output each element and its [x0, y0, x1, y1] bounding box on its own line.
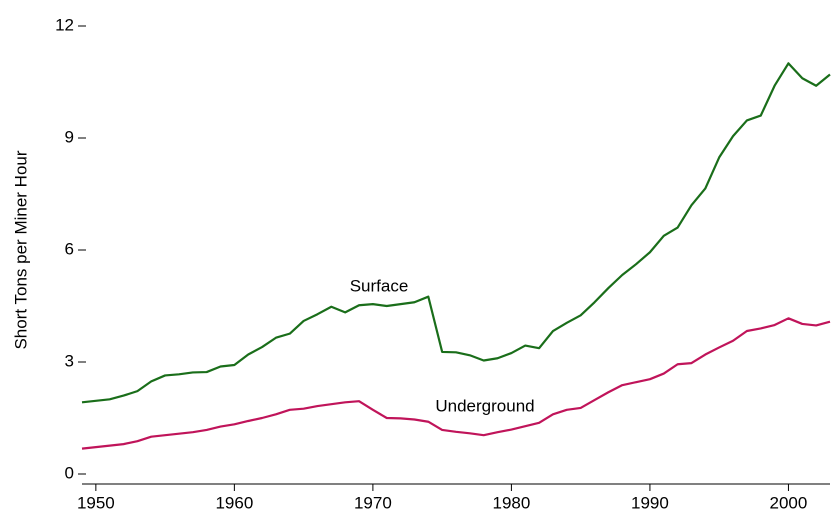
y-tick-label: 6	[65, 239, 74, 258]
series-label: Underground	[435, 396, 534, 415]
y-tick-label: 12	[55, 15, 74, 34]
line-surface	[81, 62, 831, 404]
y-tick-label: 0	[65, 463, 74, 482]
y-tick-label: 3	[65, 351, 74, 370]
x-tick-label: 1950	[77, 493, 115, 512]
x-tick-label: 1980	[492, 493, 530, 512]
y-tick-label: 9	[65, 127, 74, 146]
x-tick-label: 1960	[215, 493, 253, 512]
series-label: Surface	[350, 276, 409, 295]
x-tick-label: 2000	[770, 493, 808, 512]
x-tick-label: 1990	[631, 493, 669, 512]
y-axis-label: Short Tons per Miner Hour	[11, 150, 30, 349]
x-tick-label: 1970	[354, 493, 392, 512]
line-underground	[81, 317, 831, 450]
